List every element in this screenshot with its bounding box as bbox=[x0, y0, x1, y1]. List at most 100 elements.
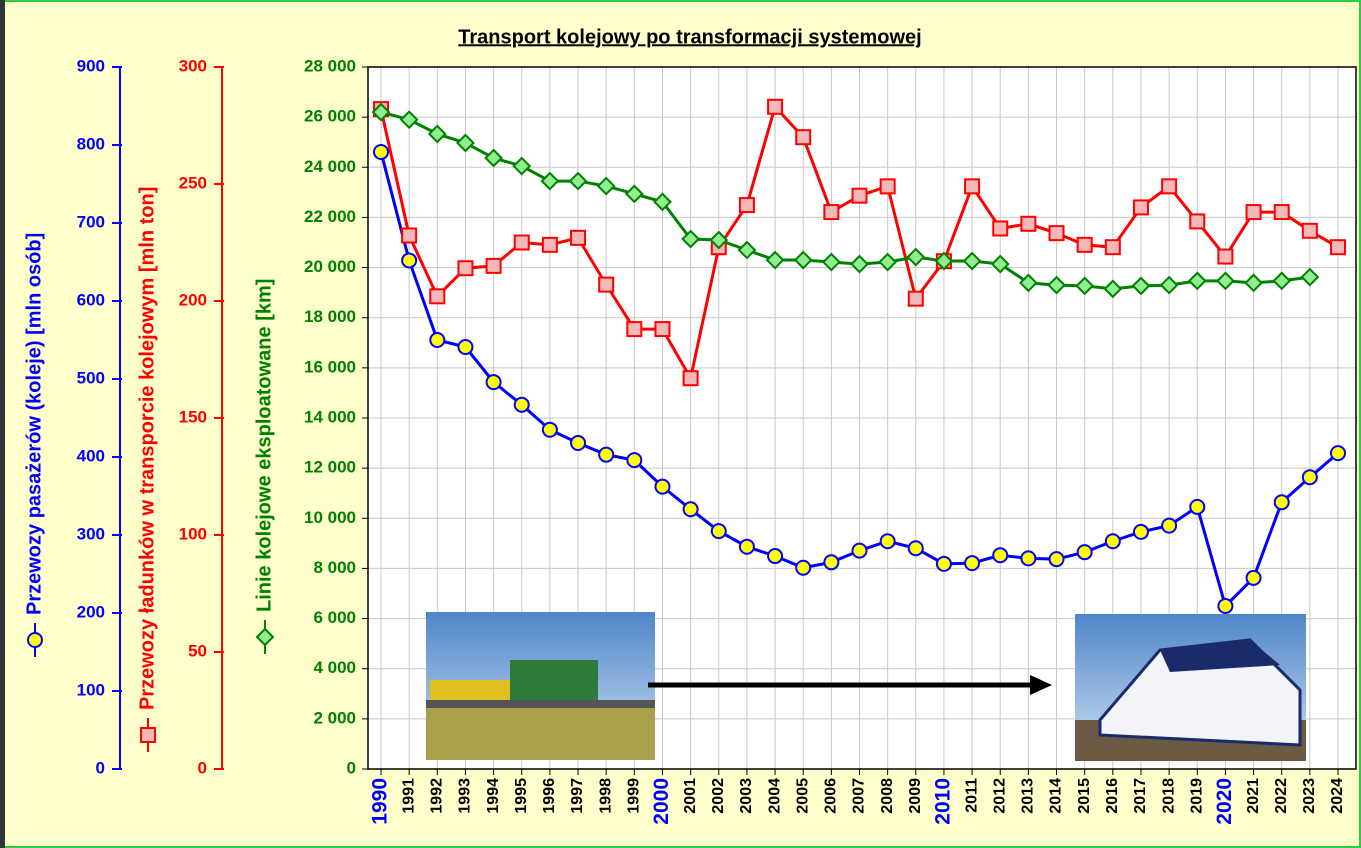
y-tick-label: 20 000 bbox=[304, 257, 356, 276]
point bbox=[429, 332, 446, 348]
point bbox=[513, 234, 530, 251]
point bbox=[767, 548, 784, 565]
point bbox=[964, 555, 981, 572]
x-tick-label: 2017 bbox=[1132, 778, 1149, 814]
x-tick-label: 2023 bbox=[1301, 778, 1318, 814]
y-tick-label: 26 000 bbox=[304, 107, 356, 126]
point bbox=[457, 339, 474, 356]
legend-label: Przewozy ładunków w transporcie kolejowy… bbox=[136, 187, 158, 710]
y-tick-label: 8 000 bbox=[313, 558, 356, 577]
point bbox=[851, 542, 868, 559]
edge bbox=[0, 0, 5, 848]
x-tick-label: 2000 bbox=[650, 778, 673, 825]
point bbox=[850, 254, 869, 274]
point bbox=[906, 247, 926, 267]
point bbox=[934, 251, 954, 271]
x-tick-label: 2002 bbox=[710, 778, 727, 814]
point bbox=[654, 478, 671, 495]
point bbox=[1330, 239, 1346, 256]
point bbox=[1244, 273, 1263, 293]
y-tick-label: 6 000 bbox=[313, 608, 356, 627]
point bbox=[485, 374, 502, 391]
point bbox=[541, 236, 558, 253]
series-line bbox=[380, 110, 1311, 291]
photo-left bbox=[426, 612, 655, 760]
y-tick-label: 4 000 bbox=[313, 658, 356, 677]
point bbox=[1301, 469, 1318, 486]
y-tick-label: 12 000 bbox=[304, 458, 356, 477]
point bbox=[992, 220, 1009, 237]
point bbox=[570, 434, 587, 451]
point bbox=[484, 148, 504, 168]
x-tick-label: 1991 bbox=[400, 778, 417, 814]
point bbox=[570, 229, 587, 246]
y-tick-label: 22 000 bbox=[304, 207, 356, 226]
point bbox=[598, 276, 615, 293]
point bbox=[1076, 544, 1093, 561]
x-tick-label: 2019 bbox=[1188, 778, 1205, 814]
point bbox=[990, 254, 1010, 274]
point bbox=[373, 144, 389, 161]
legend-marker bbox=[255, 627, 275, 647]
point bbox=[429, 288, 446, 305]
x-tick-label: 1993 bbox=[457, 778, 474, 814]
point bbox=[653, 192, 672, 212]
point bbox=[540, 171, 560, 191]
point bbox=[879, 178, 896, 195]
x-tick-label: 2004 bbox=[766, 778, 783, 814]
point bbox=[795, 129, 812, 146]
x-tick-label: 1998 bbox=[597, 778, 614, 814]
legend-marker bbox=[27, 632, 43, 648]
y-tick-label: 0 bbox=[198, 758, 207, 777]
point bbox=[878, 252, 898, 272]
x-tick-label: 2024 bbox=[1329, 778, 1346, 814]
point bbox=[512, 156, 532, 176]
point bbox=[401, 227, 418, 244]
x-tick-label: 1995 bbox=[513, 778, 530, 814]
x-tick-label: 2016 bbox=[1104, 778, 1121, 814]
point bbox=[851, 187, 868, 204]
point bbox=[738, 197, 755, 214]
x-tick-label: 2013 bbox=[1020, 778, 1037, 814]
point bbox=[682, 370, 699, 387]
point bbox=[710, 523, 727, 540]
point bbox=[654, 321, 671, 338]
x-tick-label: 2022 bbox=[1273, 778, 1290, 814]
y-tick-label: 250 bbox=[179, 173, 207, 192]
point bbox=[1159, 275, 1179, 295]
y-tick-label: 900 bbox=[77, 56, 105, 75]
point bbox=[823, 204, 840, 221]
point bbox=[767, 98, 784, 115]
point bbox=[401, 252, 418, 269]
x-tick-label: 1997 bbox=[569, 778, 586, 814]
point bbox=[1273, 494, 1290, 511]
x-tick-label: 2007 bbox=[851, 778, 868, 814]
x-tick-label: 2015 bbox=[1076, 778, 1093, 814]
point bbox=[1104, 533, 1121, 550]
point bbox=[821, 252, 841, 272]
y-tick-label: 500 bbox=[77, 368, 105, 387]
x-tick-label: 2005 bbox=[794, 778, 811, 814]
point bbox=[541, 421, 558, 438]
y-tick-label: 100 bbox=[179, 524, 207, 543]
point bbox=[1103, 279, 1123, 299]
point bbox=[907, 540, 924, 557]
point bbox=[1161, 178, 1178, 195]
point bbox=[1330, 445, 1346, 462]
point bbox=[1300, 267, 1320, 287]
point bbox=[1048, 225, 1065, 242]
y-tick-label: 2 000 bbox=[313, 708, 356, 727]
x-tick-label: 1994 bbox=[485, 778, 502, 814]
point bbox=[485, 257, 502, 274]
y-tick-label: 10 000 bbox=[304, 508, 356, 527]
point bbox=[1020, 550, 1037, 567]
point bbox=[964, 178, 981, 195]
point bbox=[795, 559, 812, 576]
point bbox=[738, 538, 755, 555]
point bbox=[598, 446, 615, 463]
point bbox=[1018, 273, 1038, 293]
point bbox=[456, 133, 475, 153]
y-tick-label: 0 bbox=[96, 758, 105, 777]
x-tick-label: 2010 bbox=[931, 778, 954, 825]
